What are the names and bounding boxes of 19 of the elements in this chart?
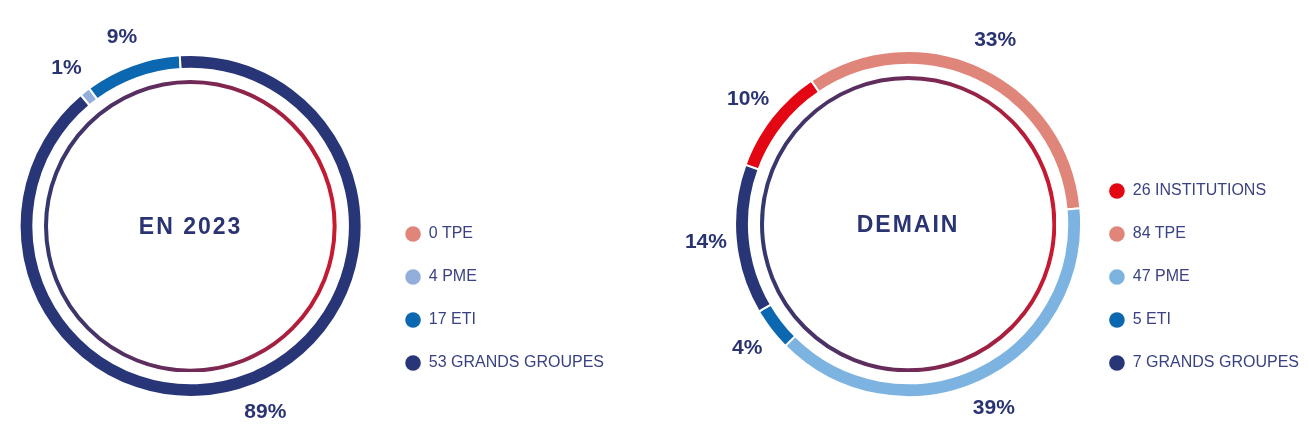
text: DEMAIN xyxy=(856,210,960,238)
data-label: 39% xyxy=(972,394,1016,418)
data-label: 33% xyxy=(974,27,1017,51)
legend-label: 53 GRANDS GROUPES xyxy=(428,353,604,371)
data-label: 9% xyxy=(106,23,138,47)
data-label: 1% xyxy=(51,54,82,78)
legend-label: 17 ETI xyxy=(428,310,476,328)
legend-label: 4 PME xyxy=(428,267,477,285)
legend-label: 47 PME xyxy=(1132,267,1190,285)
data-label: 10% xyxy=(727,85,770,109)
data-label: 14% xyxy=(684,229,728,253)
legend-label: 26 INSTITUTIONS xyxy=(1132,181,1267,199)
data-label: 89% xyxy=(244,399,287,423)
legend-label: 5 ETI xyxy=(1132,310,1171,328)
legend-label: 84 TPE xyxy=(1132,224,1186,242)
data-label: 4% xyxy=(732,334,763,358)
legend-label: 7 GRANDS GROUPES xyxy=(1132,353,1300,371)
text: EN 2023 xyxy=(138,212,243,240)
legend-label: 0 TPE xyxy=(428,224,474,242)
